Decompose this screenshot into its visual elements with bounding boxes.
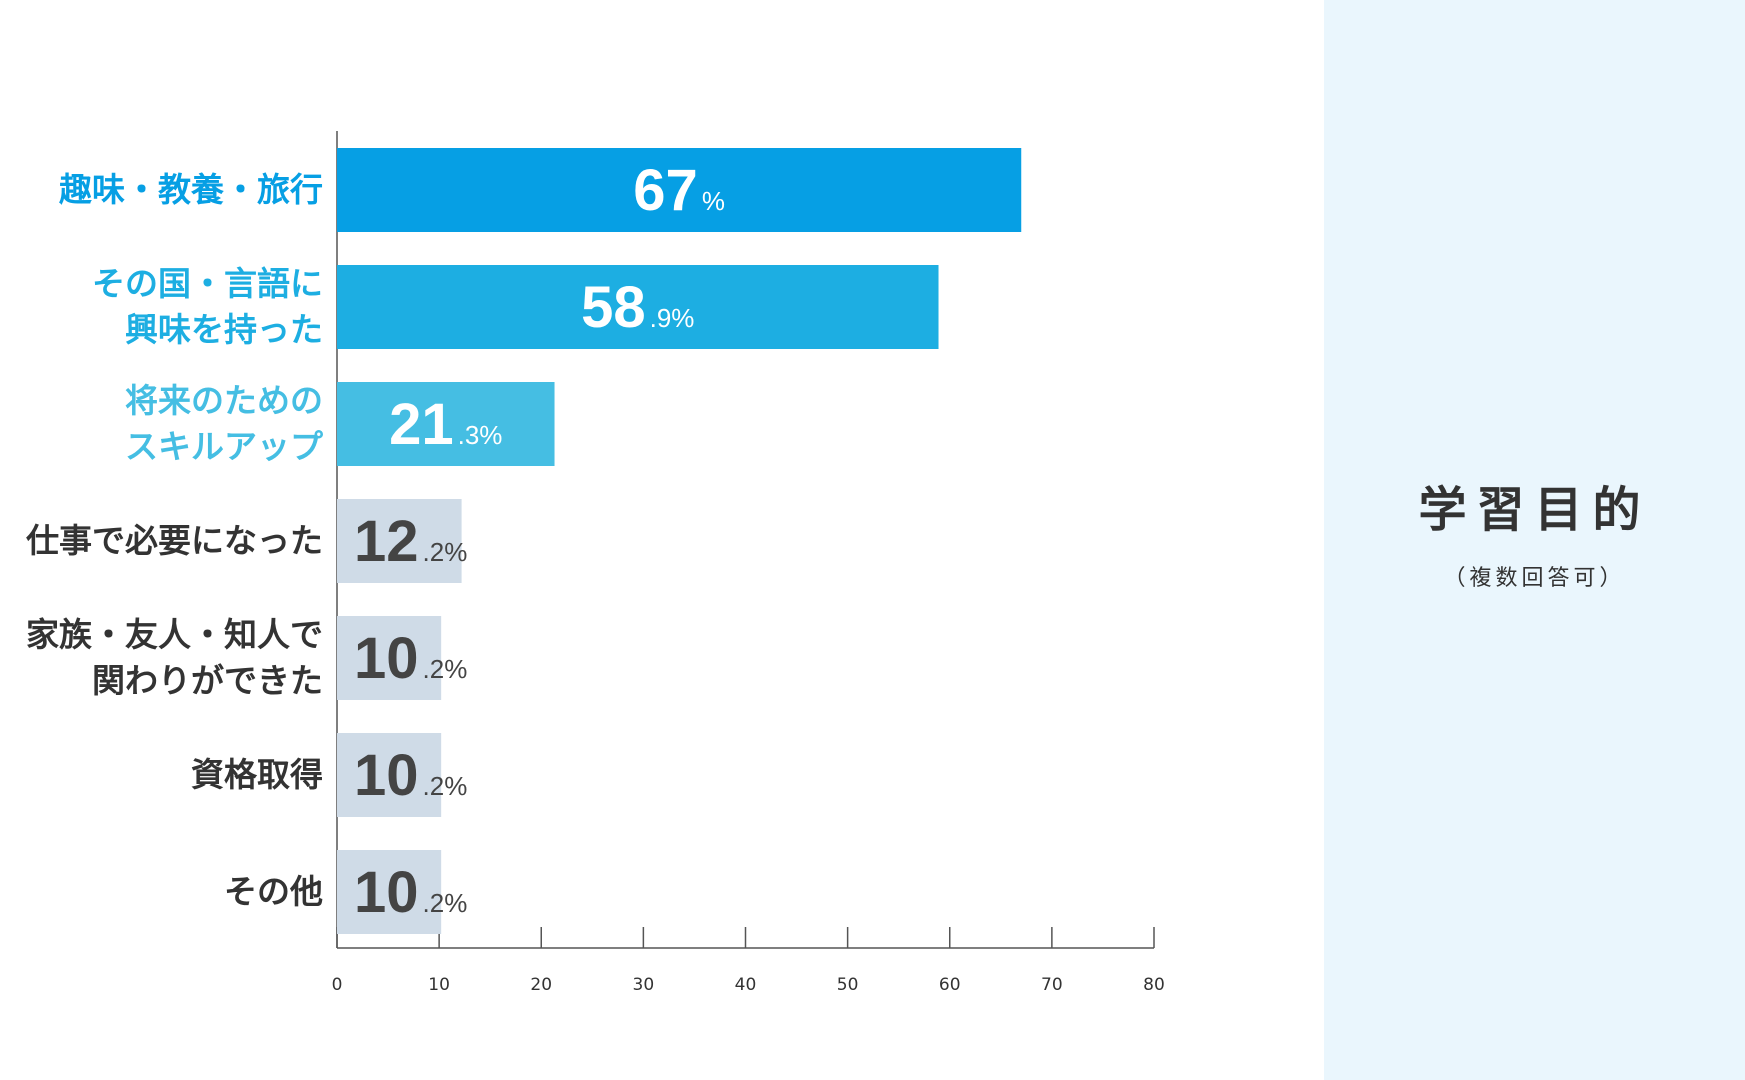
x-tick-label: 30 — [633, 975, 655, 995]
chart-title: 学習目的 — [1418, 482, 1651, 538]
value-label: 10.2% — [354, 626, 467, 691]
bar — [337, 382, 555, 466]
bar — [337, 850, 442, 934]
category-label: その他 — [224, 872, 323, 911]
x-tick-label: 50 — [837, 975, 859, 995]
bar — [337, 733, 442, 817]
side-panel: 学習目的 （複数回答可） — [1324, 0, 1745, 1080]
value-label: 10.2% — [354, 743, 467, 808]
chart: 0 10 20 30 40 50 60 70 80 67 % 58.9% 21.3% 12.2% 10.2%… — [332, 131, 1165, 995]
category-label: 資格取得 — [191, 755, 323, 794]
chart-subtitle: （複数回答可） — [1443, 566, 1626, 591]
value-label: 10.2% — [354, 860, 467, 925]
bar — [337, 499, 462, 583]
x-tick-label: 10 — [428, 975, 450, 995]
value-label: 21.3% — [389, 392, 502, 457]
category-label: 仕事で必要になった — [26, 521, 323, 560]
category-label: 将来のための スキルアップ — [125, 381, 323, 466]
x-tick-label: 70 — [1041, 975, 1063, 995]
x-tick-label: 80 — [1143, 975, 1165, 995]
category-label: 趣味・教養・旅行 — [59, 170, 323, 209]
category-label: 家族・友人・知人で 関わりができた — [26, 615, 323, 700]
x-tick-label: 60 — [939, 975, 961, 995]
bar — [337, 265, 939, 349]
x-tick-label: 20 — [530, 975, 552, 995]
bar — [337, 616, 442, 700]
x-tick-label: 0 — [332, 975, 343, 995]
category-label: その国・言語に 興味を持った — [92, 264, 323, 349]
x-tick-label: 40 — [735, 975, 757, 995]
bar — [337, 148, 1022, 232]
value-label: 58.9% — [581, 275, 694, 340]
value-label: 67% — [633, 158, 725, 223]
value-label: 12.2% — [354, 509, 467, 574]
